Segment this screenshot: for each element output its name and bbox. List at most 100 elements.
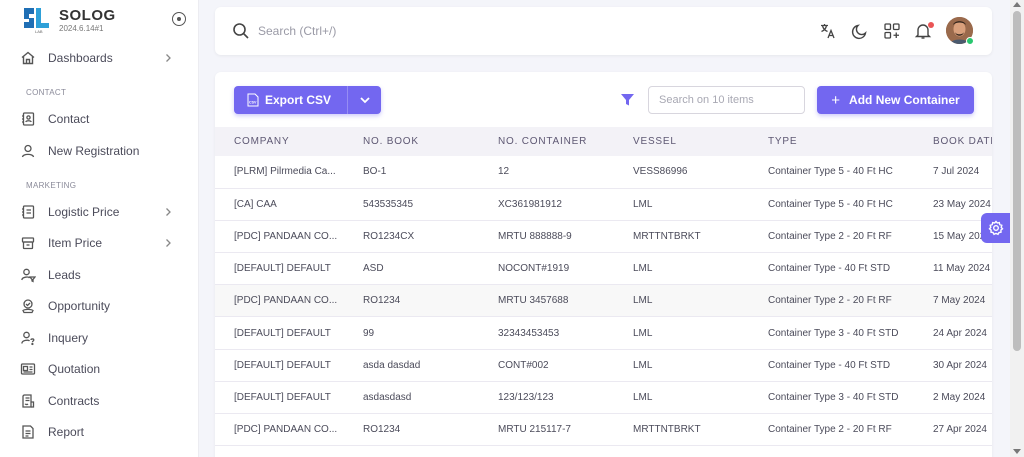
table-row[interactable]: [DEFAULT] DEFAULT asdasdasd 123/123/123 … [215, 381, 992, 414]
sidebar-item-inquery[interactable]: Inquery [20, 326, 178, 350]
collapse-sidebar-icon[interactable] [172, 12, 186, 26]
page-scrollbar[interactable] [1010, 0, 1024, 457]
cell-type: Container Type 3 - 40 Ft STD [768, 391, 899, 403]
contract-icon [22, 394, 35, 408]
cell-vessel: LML [633, 295, 653, 307]
sidebar-item-leads[interactable]: Leads [20, 263, 178, 287]
sidebar-item-opportunity[interactable]: Opportunity [20, 294, 178, 318]
cell-type: Container Type 2 - 20 Ft RF [768, 424, 892, 436]
sidebar-item-label: Logistic Price [48, 205, 120, 219]
scroll-down-arrow-icon[interactable] [1013, 449, 1021, 454]
sidebar-item-item-price[interactable]: Item Price [20, 231, 178, 255]
table-row[interactable]: [CA] CAA 543535345 XC361981912 LML Conta… [215, 188, 992, 221]
scroll-up-arrow-icon[interactable] [1013, 2, 1021, 7]
user-icon [21, 144, 35, 158]
global-search-input[interactable] [258, 21, 658, 41]
container-table: COMPANY NO. BOOK NO. CONTAINER VESSEL TY… [215, 127, 992, 446]
table-row[interactable]: [DEFAULT] DEFAULT ASD NOCONT#1919 LML Co… [215, 253, 992, 285]
sidebar-item-label: Opportunity [48, 299, 111, 313]
cell-company: [DEFAULT] DEFAULT [234, 263, 331, 275]
table-row[interactable]: [DEFAULT] DEFAULT 99 32343453453 LML Con… [215, 317, 992, 350]
sidebar-item-label: Item Price [48, 236, 103, 250]
cell-company: [PDC] PANDAAN CO... [234, 424, 338, 436]
cell-book-date: 2 May 2024 [933, 391, 986, 403]
sidebar-item-dashboards[interactable]: Dashboards [20, 46, 178, 70]
cell-company: [DEFAULT] DEFAULT [234, 327, 331, 339]
column-header-company[interactable]: COMPANY [234, 136, 290, 147]
theme-customizer-button[interactable] [981, 213, 1010, 243]
sidebar-item-report[interactable]: Report [20, 420, 178, 444]
cell-no-book: ASD [363, 263, 384, 275]
add-new-container-button[interactable]: + Add New Container [817, 86, 974, 114]
export-csv-label: Export CSV [265, 93, 332, 107]
cell-vessel: MRTTNTBRKT [633, 230, 701, 242]
cell-book-date: 27 Apr 2024 [933, 424, 987, 436]
cell-type: Container Type - 40 Ft STD [768, 359, 891, 371]
section-title-contact: CONTACT [26, 88, 67, 97]
cell-vessel: MRTTNTBRKT [633, 424, 701, 436]
sidebar-item-logistic-price[interactable]: Logistic Price [20, 200, 178, 224]
cell-type: Container Type 2 - 20 Ft RF [768, 230, 892, 242]
cell-no-container: CONT#002 [498, 359, 549, 371]
cell-book-date: 7 May 2024 [933, 295, 986, 307]
container-list-card: CSV Export CSV + Add New Container COMPA… [215, 72, 992, 457]
box-stack-icon [21, 237, 35, 250]
sidebar-item-contact[interactable]: Contact [20, 107, 178, 131]
column-header-no-container[interactable]: NO. CONTAINER [498, 136, 588, 147]
table-search-input[interactable] [648, 86, 805, 114]
cell-vessel: VESS86996 [633, 166, 688, 178]
table-row[interactable]: [PDC] PANDAAN CO... RO1234CX MRTU 888888… [215, 220, 992, 253]
cell-no-container: NOCONT#1919 [498, 263, 570, 275]
section-title-marketing: MARKETING [26, 181, 77, 190]
cell-no-container: MRTU 3457688 [498, 295, 569, 307]
quotation-card-icon [20, 363, 36, 375]
handshake-icon [22, 299, 34, 314]
cell-no-container: 12 [498, 166, 510, 178]
cell-company: [CA] CAA [234, 198, 277, 210]
moon-icon[interactable] [851, 22, 869, 40]
column-header-book-date[interactable]: BOOK DATE [933, 136, 992, 147]
search-icon[interactable] [232, 22, 250, 40]
table-row[interactable]: [PDC] PANDAAN CO... RO1234 MRTU 215117-7… [215, 414, 992, 446]
sidebar-item-label: Dashboards [48, 51, 113, 65]
cell-vessel: LML [633, 198, 653, 210]
sidebar-item-label: Inquery [48, 331, 89, 345]
cell-no-book: 543535345 [363, 198, 414, 210]
sidebar-item-label: Contact [48, 112, 90, 126]
translate-icon[interactable] [819, 22, 837, 40]
sidebar: LAB SOLOG 2024.6.14#1 Dashboards CONTACT… [0, 0, 199, 457]
table-row[interactable]: [DEFAULT] DEFAULT asda dasdad CONT#002 L… [215, 349, 992, 382]
table-row[interactable]: [PLRM] Pilrmedia Ca... BO-1 12 VESS86996… [215, 156, 992, 189]
cell-type: Container Type 2 - 20 Ft RF [768, 295, 892, 307]
table-row[interactable]: [PDC] PANDAAN CO... RO1234 MRTU 3457688 … [215, 284, 992, 317]
cell-company: [PDC] PANDAAN CO... [234, 230, 338, 242]
export-options-toggle[interactable] [347, 86, 381, 114]
user-question-icon [21, 331, 35, 346]
cell-vessel: LML [633, 391, 653, 403]
sidebar-item-new-registration[interactable]: New Registration [20, 139, 178, 163]
scrollbar-thumb[interactable] [1013, 11, 1021, 351]
cell-no-container: MRTU 215117-7 [498, 424, 571, 436]
sidebar-item-quotation[interactable]: Quotation [20, 357, 178, 381]
add-new-container-label: Add New Container [849, 93, 960, 107]
cell-book-date: 30 Apr 2024 [933, 359, 987, 371]
report-icon [22, 425, 34, 439]
cell-type: Container Type 5 - 40 Ft HC [768, 166, 893, 178]
sidebar-item-label: Quotation [48, 362, 101, 376]
sidebar-item-label: Report [48, 425, 85, 439]
bell-icon[interactable] [914, 22, 932, 40]
grid-add-icon[interactable] [883, 22, 901, 40]
plus-icon: + [831, 91, 841, 109]
cell-no-container: MRTU 888888-9 [498, 230, 572, 242]
column-header-vessel[interactable]: VESSEL [633, 136, 677, 147]
column-header-type[interactable]: TYPE [768, 136, 798, 147]
cell-no-book: 99 [363, 327, 375, 339]
export-csv-button[interactable]: CSV Export CSV [234, 86, 381, 114]
filter-icon[interactable] [620, 92, 635, 107]
sidebar-item-contracts[interactable]: Contracts [20, 389, 178, 413]
cell-no-container: 123/123/123 [498, 391, 554, 403]
brand[interactable]: LAB SOLOG 2024.6.14#1 [20, 6, 190, 36]
column-header-no-book[interactable]: NO. BOOK [363, 136, 419, 147]
cell-book-date: 24 Apr 2024 [933, 327, 987, 339]
cell-company: [DEFAULT] DEFAULT [234, 359, 331, 371]
